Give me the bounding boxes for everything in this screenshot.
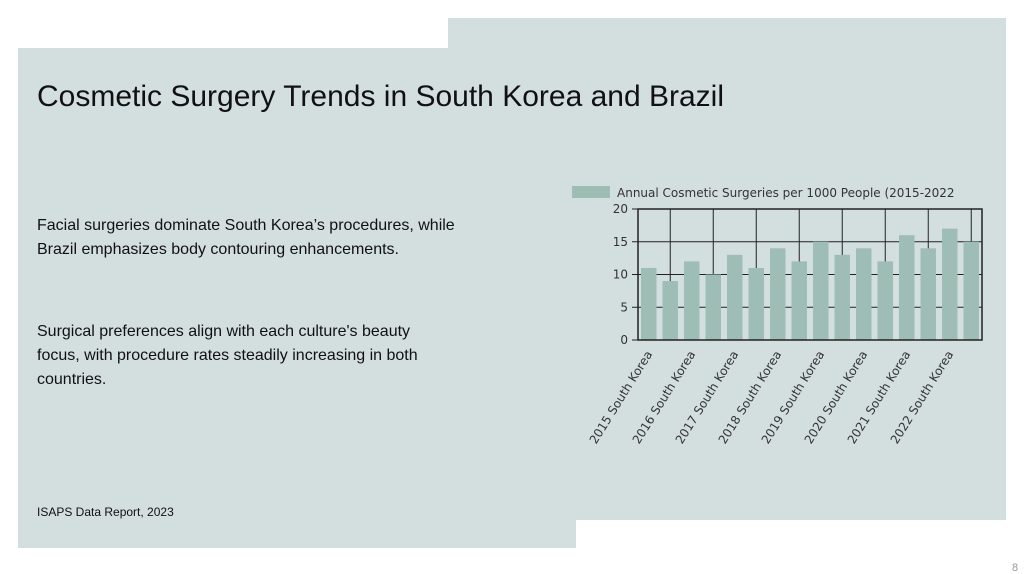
bar <box>834 254 850 340</box>
bar <box>770 248 786 340</box>
page-number: 8 <box>1012 562 1019 574</box>
source-note: ISAPS Data Report, 2023 <box>37 505 174 519</box>
y-tick-label: 5 <box>620 300 628 314</box>
bar <box>942 228 958 340</box>
legend-label: Annual Cosmetic Surgeries per 1000 Peopl… <box>617 186 955 200</box>
bar <box>748 267 764 340</box>
corner-cutout <box>18 18 448 48</box>
paragraph: Surgical preferences align with each cul… <box>37 323 418 388</box>
y-tick-label: 10 <box>613 268 628 282</box>
bar <box>791 261 807 340</box>
bar <box>684 261 700 340</box>
bar <box>877 261 893 340</box>
bar <box>727 254 743 340</box>
bar <box>705 274 721 340</box>
bar <box>641 267 657 340</box>
legend-swatch <box>572 186 610 198</box>
paragraph: Facial surgeries dominate South Korea’s … <box>37 217 455 258</box>
bar <box>963 241 979 340</box>
bar <box>856 248 872 340</box>
y-tick-label: 15 <box>613 235 628 249</box>
bar <box>662 281 678 340</box>
bar <box>813 241 829 340</box>
y-tick-label: 20 <box>613 202 628 216</box>
bar <box>920 248 936 340</box>
plot-frame <box>637 208 983 341</box>
y-tick-label: 0 <box>620 333 628 347</box>
bar <box>899 235 915 340</box>
corner-cutout <box>576 520 1006 548</box>
slide-title: Cosmetic Surgery Trends in South Korea a… <box>37 80 724 113</box>
